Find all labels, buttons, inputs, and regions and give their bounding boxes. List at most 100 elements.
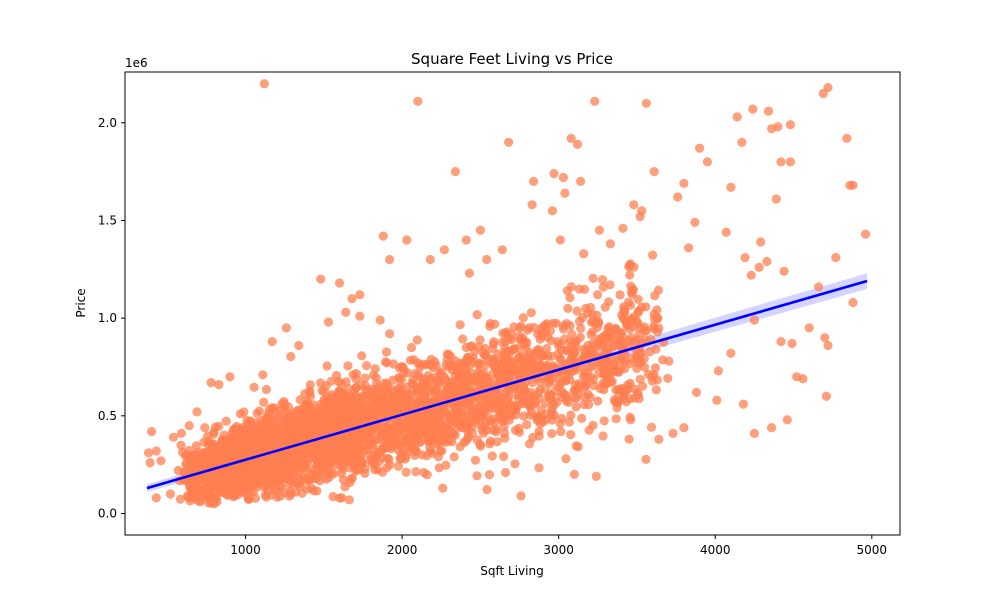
data-point xyxy=(831,253,841,263)
data-point xyxy=(522,420,532,430)
data-point xyxy=(151,493,161,503)
data-point xyxy=(252,471,262,481)
data-point xyxy=(315,378,326,388)
data-point xyxy=(626,281,636,291)
data-point xyxy=(394,372,404,383)
data-point xyxy=(368,370,378,380)
data-point xyxy=(823,340,833,351)
data-point xyxy=(360,464,370,474)
data-point xyxy=(482,484,492,495)
data-point xyxy=(383,429,393,439)
data-point xyxy=(635,212,645,222)
y-tick-label: 0.5 xyxy=(98,409,117,423)
data-point xyxy=(541,415,551,425)
data-point xyxy=(525,368,535,378)
data-point xyxy=(651,344,661,354)
y-tick-label: 1.5 xyxy=(98,213,117,227)
data-point xyxy=(405,355,415,365)
data-point xyxy=(279,449,289,459)
data-point xyxy=(279,399,289,409)
data-point xyxy=(456,371,466,382)
data-point xyxy=(472,310,482,320)
data-point xyxy=(473,342,484,352)
data-point xyxy=(214,380,224,390)
data-point xyxy=(406,342,417,353)
data-point xyxy=(449,452,459,462)
data-point xyxy=(316,274,326,284)
regression-line-layer xyxy=(146,279,868,490)
data-point xyxy=(259,79,269,89)
data-point xyxy=(322,361,332,371)
data-point xyxy=(556,392,566,402)
data-point xyxy=(776,337,786,347)
data-point xyxy=(165,489,175,499)
data-point xyxy=(414,431,424,441)
data-point xyxy=(651,385,661,395)
data-point xyxy=(422,359,432,369)
data-point xyxy=(208,439,218,449)
data-point xyxy=(351,369,361,379)
x-tick-label: 4000 xyxy=(700,543,731,557)
data-point xyxy=(527,378,538,388)
data-point xyxy=(346,474,356,484)
data-point xyxy=(198,485,208,495)
data-point xyxy=(143,448,154,458)
data-point xyxy=(593,396,603,406)
data-point xyxy=(821,391,832,401)
data-point xyxy=(381,347,392,357)
data-point xyxy=(576,323,586,333)
data-point xyxy=(378,231,388,241)
data-point xyxy=(621,397,631,407)
data-point xyxy=(749,428,760,438)
data-point xyxy=(510,459,520,469)
data-point xyxy=(560,188,570,198)
data-point xyxy=(787,338,797,349)
data-point xyxy=(285,462,295,472)
data-point xyxy=(311,420,321,430)
data-point xyxy=(579,249,589,259)
data-point xyxy=(276,431,287,442)
data-point xyxy=(600,369,611,379)
data-point xyxy=(576,176,586,186)
data-point xyxy=(247,427,257,437)
data-point xyxy=(200,423,210,433)
data-point xyxy=(389,407,399,417)
data-point xyxy=(430,357,440,367)
data-point xyxy=(566,410,576,420)
data-point xyxy=(234,465,244,476)
data-point xyxy=(244,494,254,504)
data-point xyxy=(404,424,414,434)
data-point xyxy=(273,462,283,472)
data-point xyxy=(414,423,424,433)
data-point xyxy=(372,447,382,457)
data-point xyxy=(587,309,597,319)
data-point xyxy=(460,399,470,409)
data-point xyxy=(597,333,607,343)
data-point xyxy=(428,431,438,441)
data-point xyxy=(464,268,474,278)
data-point xyxy=(410,369,420,379)
data-point xyxy=(511,410,521,420)
data-point xyxy=(508,345,518,355)
data-point xyxy=(361,381,371,391)
data-point xyxy=(404,447,414,457)
x-axis-ticks: 1000 2000 3000 4000 5000 xyxy=(230,535,887,557)
data-point xyxy=(218,441,228,451)
data-point xyxy=(223,486,234,496)
data-point xyxy=(726,182,736,192)
data-point xyxy=(568,344,578,354)
data-point xyxy=(281,323,291,333)
y-axis-ticks: 0.0 0.5 1.0 1.5 2.0 xyxy=(98,116,125,521)
data-point xyxy=(306,483,316,493)
data-point xyxy=(499,422,509,432)
data-point xyxy=(375,431,386,441)
data-point xyxy=(320,443,330,453)
data-point xyxy=(533,388,544,398)
data-point xyxy=(209,429,219,439)
data-point xyxy=(491,427,501,437)
data-point xyxy=(514,423,524,433)
data-point xyxy=(497,245,507,255)
data-point xyxy=(606,377,616,387)
data-point xyxy=(754,262,764,272)
data-point xyxy=(553,349,564,359)
